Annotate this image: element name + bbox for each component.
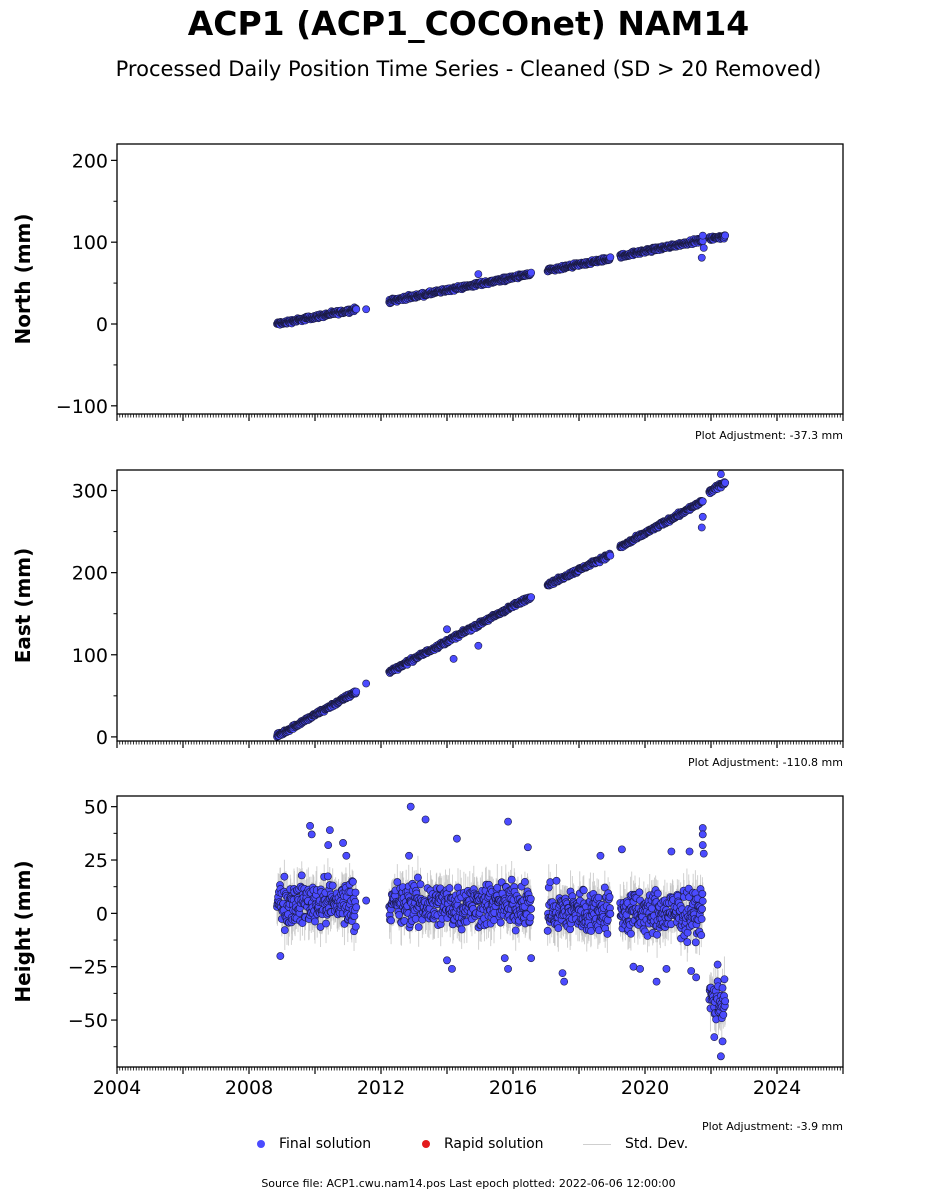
plot-adjustment-note: Plot Adjustment: -37.3 mm (695, 429, 843, 442)
y-tick-label: 0 (96, 314, 108, 336)
outlier-point (699, 244, 708, 252)
plot-adjustment-note: Plot Adjustment: -110.8 mm (688, 756, 843, 769)
points-layer (273, 470, 730, 741)
y-tick-label: 200 (72, 563, 108, 585)
outlier-point (697, 253, 706, 262)
outlier-point (362, 305, 371, 314)
points-layer (273, 231, 730, 329)
y-tick-label: 100 (72, 645, 108, 667)
outlier-point (698, 231, 707, 240)
y-tick-label: 100 (72, 232, 108, 254)
data-point (606, 253, 615, 262)
data-point (352, 687, 361, 696)
chart-title: ACP1 (ACP1_COCOnet) NAM14 (187, 4, 750, 43)
outlier-point (474, 270, 483, 278)
data-point (352, 305, 361, 314)
plot-frame (116, 469, 844, 742)
y-tick-label: 200 (72, 150, 108, 172)
outlier-point (474, 641, 483, 650)
y-axis-title: East (mm) (11, 548, 35, 664)
data-point (721, 478, 730, 487)
outlier-point (449, 654, 458, 663)
data-point (721, 231, 730, 240)
outlier-point (443, 625, 451, 634)
outlier-point (697, 523, 706, 532)
data-point (527, 268, 536, 277)
chart-subtitle: Processed Daily Position Time Series - C… (115, 57, 822, 81)
y-tick-label: −100 (56, 396, 108, 418)
outlier-point (362, 679, 371, 688)
data-point (606, 551, 615, 560)
data-point (527, 593, 536, 602)
y-tick-label: 0 (96, 727, 108, 749)
y-axis-title: North (mm) (11, 213, 35, 344)
data-point (698, 497, 707, 506)
outlier-point (698, 512, 707, 521)
y-tick-label: 300 (72, 481, 108, 503)
outlier-point (717, 470, 725, 479)
